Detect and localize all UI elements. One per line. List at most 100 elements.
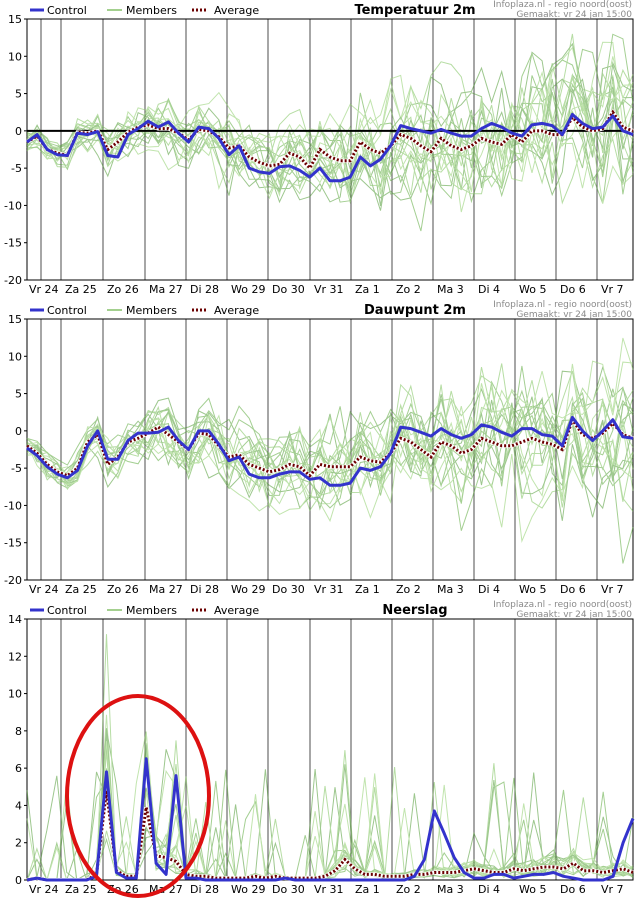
x-tick-label: Zo 26 [107, 583, 139, 596]
legend-control-label: Control [47, 604, 87, 617]
x-tick-label: Do 30 [272, 583, 305, 596]
y-tick-label: 10 [8, 688, 22, 701]
plot-area [26, 618, 634, 881]
member-line [26, 75, 634, 232]
x-tick-label: Vr 31 [314, 583, 344, 596]
member-line [26, 66, 634, 206]
member-line [26, 64, 634, 211]
chart-title: Dauwpunt 2m [364, 303, 466, 318]
y-tick-label: 5 [15, 88, 22, 101]
y-tick-label: -15 [4, 537, 22, 550]
y-tick-label: 15 [8, 13, 22, 26]
x-tick-label: Ma 27 [149, 283, 183, 296]
x-tick-label: Wo 29 [231, 883, 265, 896]
source-label: Infoplaza.nl - regio noord(oost) [493, 600, 632, 610]
average-line [26, 790, 634, 882]
made-timestamp: Gemaakt: vr 24 jan 15:00 [516, 610, 632, 620]
member-line [26, 365, 634, 478]
y-tick-label: 12 [8, 650, 22, 663]
member-line [26, 337, 634, 504]
member-line [26, 397, 634, 509]
y-tick-label: 14 [8, 613, 22, 626]
y-tick-label: 8 [15, 725, 22, 738]
control-line [26, 757, 635, 882]
x-tick-label: Zo 2 [396, 283, 421, 296]
x-tick-label: Vr 31 [314, 883, 344, 896]
legend-control-label: Control [47, 304, 87, 317]
x-tick-label: Za 1 [355, 283, 380, 296]
y-tick-label: 2 [15, 837, 22, 850]
x-tick-label: Wo 5 [519, 283, 546, 296]
x-tick-label: Do 6 [560, 883, 586, 896]
plot-area [26, 318, 634, 581]
made-timestamp: Gemaakt: vr 24 jan 15:00 [516, 310, 632, 320]
x-tick-label: Za 25 [65, 883, 97, 896]
x-tick-label: Di 28 [190, 283, 219, 296]
legend-members-label: Members [126, 304, 177, 317]
x-tick-label: Za 1 [355, 883, 380, 896]
legend-members-label: Members [126, 4, 177, 17]
x-tick-label: Vr 7 [601, 883, 624, 896]
x-tick-label: Di 4 [478, 283, 500, 296]
y-tick-label: -20 [4, 574, 22, 587]
y-tick-label: -20 [4, 274, 22, 287]
x-tick-label: Di 4 [478, 583, 500, 596]
chart-panel-2: -20 -15 -10 -5 0 5 10 15 Vr 24 Za 25 Zo 26 Ma 27 Di … [4, 300, 634, 596]
source-label: Infoplaza.nl - regio noord(oost) [493, 300, 632, 310]
x-tick-label: Di 28 [190, 583, 219, 596]
x-tick-label: Ma 27 [149, 583, 183, 596]
x-tick-label: Ma 3 [437, 283, 464, 296]
x-tick-label: Za 25 [65, 283, 97, 296]
x-tick-label: Di 4 [478, 883, 500, 896]
x-tick-label: Do 6 [560, 583, 586, 596]
y-tick-label: -5 [11, 462, 22, 475]
x-tick-label: Do 6 [560, 283, 586, 296]
y-tick-label: 6 [15, 762, 22, 775]
made-timestamp: Gemaakt: vr 24 jan 15:00 [516, 10, 632, 20]
y-tick-label: 0 [15, 874, 22, 887]
control-line [26, 415, 634, 487]
x-tick-label: Wo 5 [519, 883, 546, 896]
member-line [26, 72, 634, 196]
x-tick-label: Wo 29 [231, 283, 265, 296]
x-tick-label: Vr 24 [29, 883, 59, 896]
member-line [26, 402, 634, 564]
x-tick-label: Vr 24 [29, 583, 59, 596]
chart-title: Neerslag [382, 603, 447, 618]
y-tick-label: 0 [15, 425, 22, 438]
x-tick-label: Za 1 [355, 583, 380, 596]
legend-average-label: Average [214, 304, 259, 317]
y-tick-label: 15 [8, 313, 22, 326]
y-tick-label: 5 [15, 388, 22, 401]
average-line [26, 416, 634, 478]
x-tick-label: Ma 3 [437, 883, 464, 896]
y-tick-label: 10 [8, 50, 22, 63]
y-tick-label: -5 [11, 162, 22, 175]
y-tick-label: -10 [4, 199, 22, 212]
control-line [26, 113, 634, 183]
y-tick-label: -15 [4, 237, 22, 250]
x-tick-label: Ma 3 [437, 583, 464, 596]
member-line [26, 42, 634, 189]
y-tick-label: 0 [15, 125, 22, 138]
x-tick-label: Wo 29 [231, 583, 265, 596]
x-tick-label: Za 25 [65, 583, 97, 596]
highlight-ellipse [65, 694, 211, 898]
chart-panel-1: -20 -15 -10 -5 0 5 10 15 Vr 24 Za 25 Zo 26 Ma 27 Di … [4, 0, 634, 296]
legend-average-label: Average [214, 4, 259, 17]
x-tick-label: Vr 7 [601, 583, 624, 596]
x-tick-label: Vr 7 [601, 283, 624, 296]
y-tick-label: -10 [4, 499, 22, 512]
x-tick-label: Di 28 [190, 883, 219, 896]
x-tick-label: Vr 24 [29, 283, 59, 296]
x-tick-label: Zo 2 [396, 883, 421, 896]
member-line [26, 84, 634, 193]
chart-title: Temperatuur 2m [354, 3, 475, 18]
source-label: Infoplaza.nl - regio noord(oost) [493, 0, 632, 10]
y-tick-label: 4 [15, 799, 22, 812]
member-line [26, 750, 634, 881]
x-tick-label: Vr 31 [314, 283, 344, 296]
legend-members-label: Members [126, 604, 177, 617]
